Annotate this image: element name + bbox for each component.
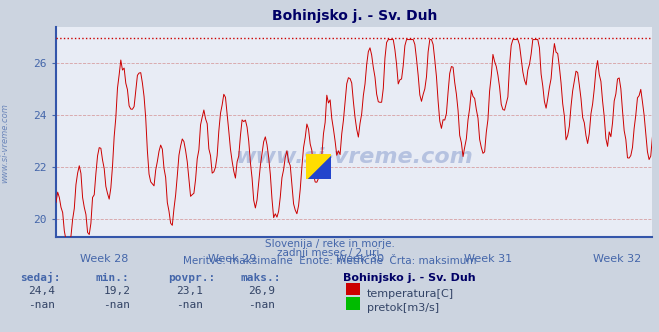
Text: -nan: -nan xyxy=(176,300,203,310)
Text: Week 31: Week 31 xyxy=(465,254,513,264)
Text: temperatura[C]: temperatura[C] xyxy=(367,289,454,299)
Text: Week 29: Week 29 xyxy=(208,254,256,264)
Text: www.si-vreme.com: www.si-vreme.com xyxy=(1,103,10,183)
Text: -nan: -nan xyxy=(28,300,55,310)
Text: Slovenija / reke in morje.: Slovenija / reke in morje. xyxy=(264,239,395,249)
Text: pretok[m3/s]: pretok[m3/s] xyxy=(367,303,439,313)
Text: min.:: min.: xyxy=(96,273,129,283)
Text: maks.:: maks.: xyxy=(241,273,281,283)
Text: povpr.:: povpr.: xyxy=(168,273,215,283)
Text: 19,2: 19,2 xyxy=(103,286,130,296)
Text: 26,9: 26,9 xyxy=(248,286,275,296)
Text: zadnji mesec / 2 uri.: zadnji mesec / 2 uri. xyxy=(277,248,382,258)
Polygon shape xyxy=(306,154,331,179)
Text: Bohinjsko j. - Sv. Duh: Bohinjsko j. - Sv. Duh xyxy=(343,273,475,283)
Text: Week 32: Week 32 xyxy=(592,254,641,264)
Title: Bohinjsko j. - Sv. Duh: Bohinjsko j. - Sv. Duh xyxy=(272,9,437,23)
Text: Week 30: Week 30 xyxy=(336,254,384,264)
Text: -nan: -nan xyxy=(248,300,275,310)
Text: 23,1: 23,1 xyxy=(176,286,203,296)
Text: 24,4: 24,4 xyxy=(28,286,55,296)
Text: Meritve: maksimalne  Enote: metrične  Črta: maksimum: Meritve: maksimalne Enote: metrične Črta… xyxy=(183,256,476,266)
Text: -nan: -nan xyxy=(103,300,130,310)
Polygon shape xyxy=(306,154,331,179)
Text: www.si-vreme.com: www.si-vreme.com xyxy=(235,147,473,167)
Text: Week 28: Week 28 xyxy=(80,254,128,264)
Text: sedaj:: sedaj: xyxy=(20,272,60,283)
